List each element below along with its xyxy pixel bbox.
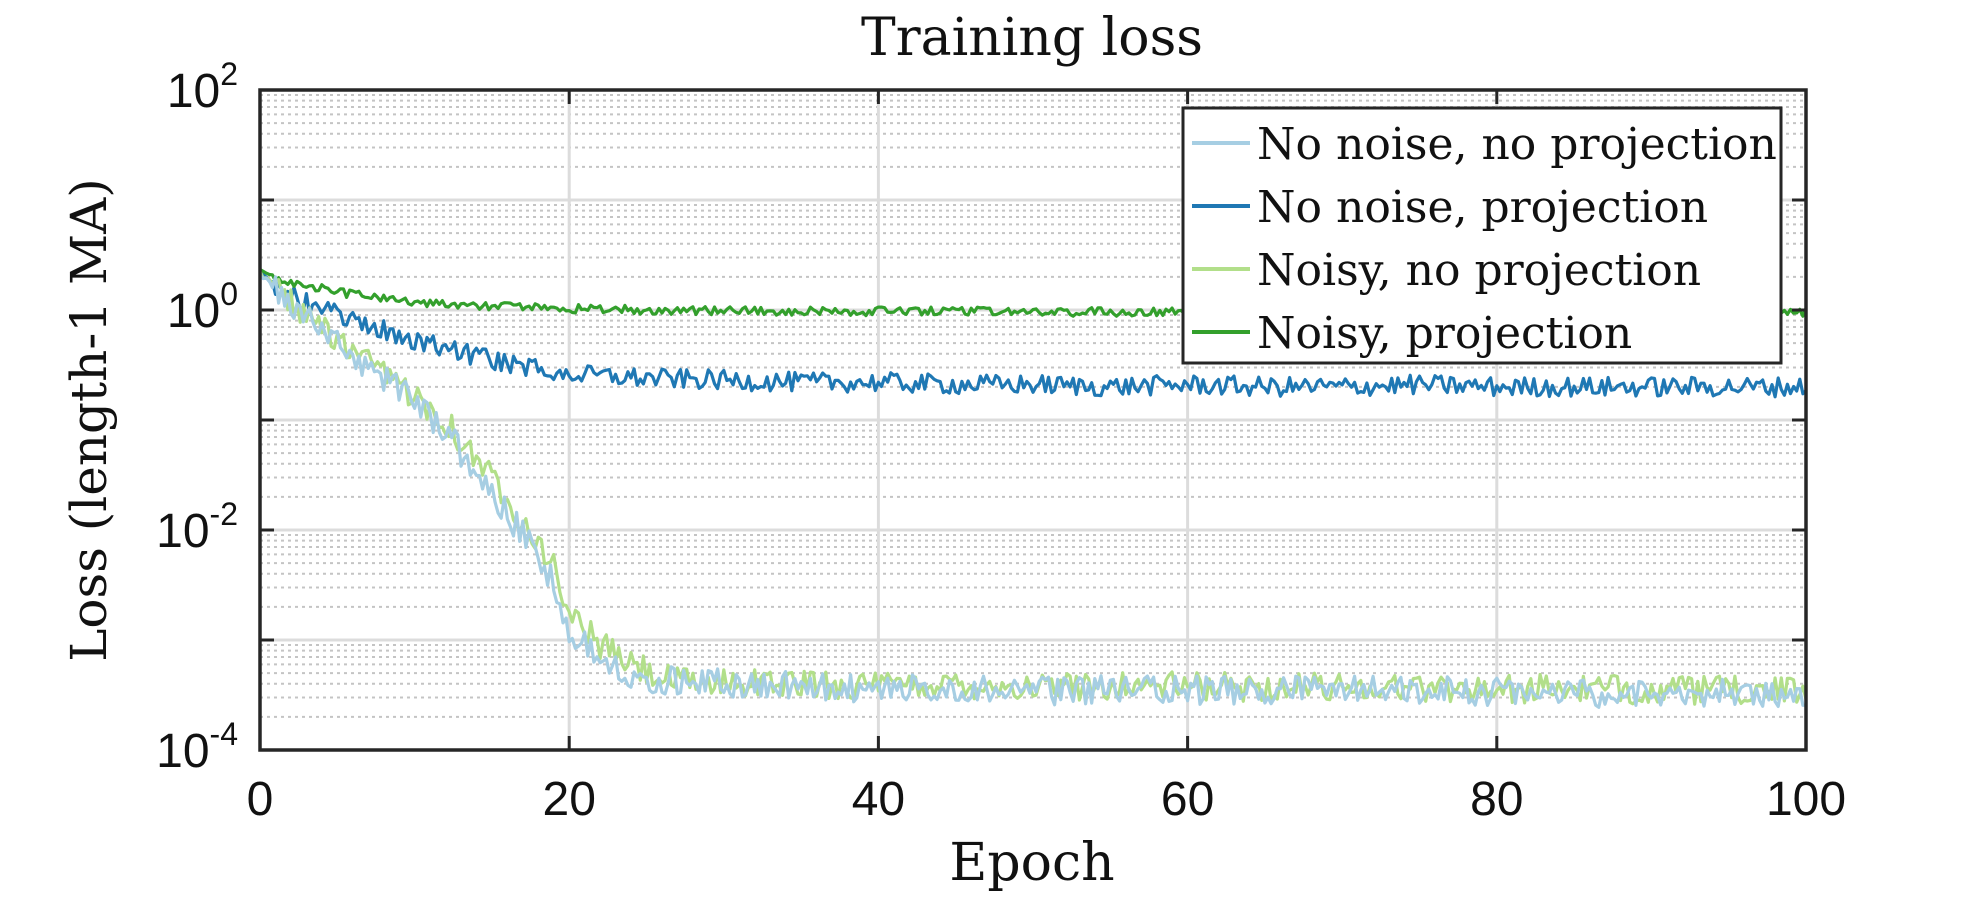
y-tick-label-exponent: -4 [210,716,238,752]
series-line-2 [259,271,1808,399]
y-tick-label-exponent: 0 [220,276,238,312]
y-tick-label-base: 10 [156,505,209,558]
chart-title: Training loss [861,8,1203,68]
legend-label: No noise, projection [1257,182,1708,233]
legend-label: Noisy, projection [1257,308,1632,359]
x-tick-label: 60 [1161,773,1214,826]
y-tick-label: 10-4 [156,716,238,778]
x-tick-label: 100 [1766,773,1846,826]
y-tick-label-base: 10 [167,65,220,118]
x-tick-label: 40 [852,773,905,826]
legend-label: Noisy, no projection [1257,245,1701,296]
legend-box [1181,106,1783,365]
y-axis-label: Loss (length-1 MA) [60,178,118,662]
tick-marks [258,88,1808,752]
x-axis-label: Epoch [949,833,1114,893]
y-tick-label-base: 10 [156,725,209,778]
y-tick-label-exponent: -2 [210,496,238,532]
legend-entries: No noise, no projection No noise, project… [1192,119,1777,359]
y-tick-label-base: 10 [167,285,220,338]
x-tick-labels: 0 20 40 60 80 100 [247,773,1846,826]
y-tick-label: 10-2 [156,496,238,558]
y-tick-label: 100 [167,276,238,338]
y-tick-label: 102 [167,56,238,118]
series-line-1 [258,273,1806,709]
legend: No noise, no projection No noise, project… [1181,106,1783,365]
x-tick-label: 80 [1470,773,1523,826]
x-tick-label: 0 [247,773,274,826]
x-tick-label: 20 [543,773,596,826]
y-tick-label-exponent: 2 [220,56,238,92]
plot-series [258,268,1808,709]
legend-label: No noise, no projection [1257,119,1777,170]
